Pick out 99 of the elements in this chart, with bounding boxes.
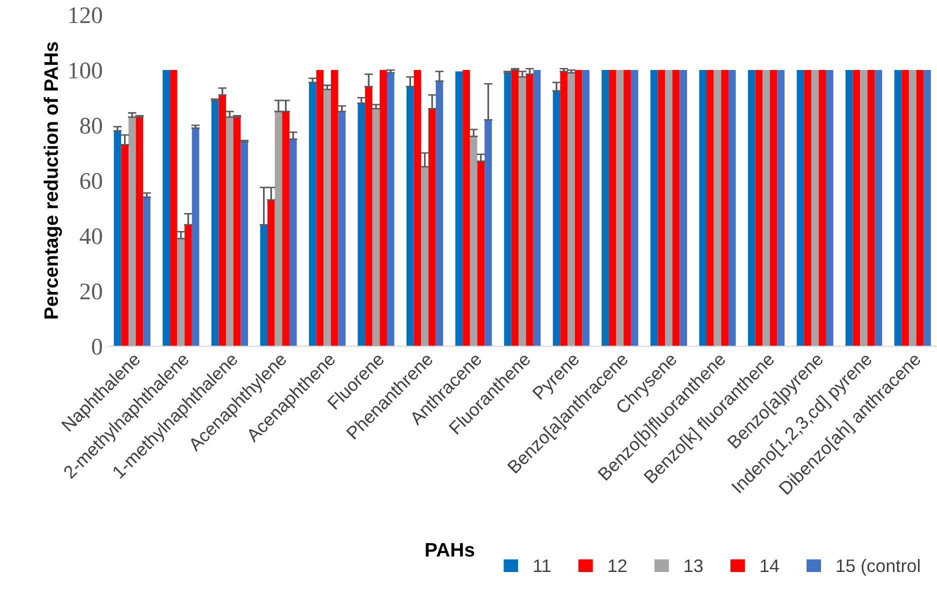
bar — [484, 120, 492, 346]
bar — [846, 70, 853, 346]
bar — [316, 70, 324, 346]
bar — [860, 70, 868, 346]
legend-label: 13 — [684, 559, 703, 572]
bar — [338, 111, 346, 346]
bar — [582, 70, 590, 346]
bar — [916, 70, 924, 346]
y-tick-label: 0 — [92, 338, 102, 355]
bar — [796, 70, 804, 346]
bar — [568, 72, 575, 346]
bar — [436, 81, 444, 346]
bar — [624, 70, 631, 346]
bar — [428, 108, 436, 346]
bar — [406, 86, 414, 346]
y-tick-label: 20 — [80, 284, 102, 300]
bar — [414, 70, 422, 346]
bar — [811, 70, 819, 346]
y-tick-label: 60 — [80, 173, 102, 189]
bar — [365, 86, 372, 346]
bar — [136, 117, 144, 346]
y-tick-label: 120 — [70, 7, 102, 24]
bar — [192, 128, 200, 346]
bar — [462, 70, 470, 346]
bar — [728, 70, 736, 346]
bar — [421, 166, 428, 346]
legend-label: 15 (control — [836, 558, 920, 576]
y-tick-label: 40 — [80, 228, 102, 244]
bar — [511, 70, 519, 346]
bar — [658, 70, 666, 346]
bar — [602, 70, 609, 346]
bar — [526, 74, 534, 346]
bar — [289, 139, 297, 346]
bar — [699, 70, 707, 346]
bar — [672, 70, 680, 346]
bar — [372, 108, 380, 346]
bar — [240, 142, 248, 346]
legend-label: 11 — [534, 560, 550, 572]
bar — [330, 70, 338, 346]
bar — [282, 111, 290, 346]
bar — [762, 70, 770, 346]
bar — [706, 70, 714, 346]
bar — [218, 94, 226, 346]
x-axis-title: PAHs — [426, 543, 474, 557]
bar — [308, 82, 316, 346]
bar — [818, 70, 826, 346]
legend-label: 14 — [760, 560, 779, 572]
bar — [226, 117, 234, 346]
bar — [533, 70, 541, 346]
bar — [804, 70, 812, 346]
bar — [608, 70, 616, 346]
bar — [680, 70, 688, 346]
bar — [721, 70, 728, 346]
bar — [128, 117, 136, 346]
bar — [477, 161, 485, 346]
bar — [470, 136, 478, 346]
bar — [114, 130, 122, 346]
bar — [770, 70, 778, 346]
bar — [826, 70, 834, 346]
bar — [268, 200, 275, 346]
bar — [616, 70, 624, 346]
bar — [143, 197, 150, 346]
legend-label: 12 — [608, 559, 626, 572]
bar — [574, 70, 582, 346]
bar — [902, 70, 909, 346]
bar — [924, 70, 931, 346]
y-axis-title: Percentage reduction of PAHs — [44, 42, 62, 318]
bar — [518, 76, 526, 346]
bar — [455, 71, 463, 346]
bar — [184, 224, 192, 346]
bar — [121, 144, 128, 346]
bar — [324, 89, 331, 346]
bar — [867, 70, 875, 346]
bar — [874, 70, 882, 346]
bar — [211, 100, 219, 346]
bar — [552, 90, 560, 346]
bar — [908, 70, 916, 346]
bar — [852, 70, 860, 346]
bar — [894, 70, 902, 346]
bar — [777, 70, 785, 346]
bar — [748, 70, 756, 346]
bar — [162, 70, 170, 346]
bar — [650, 70, 658, 346]
bar — [233, 117, 241, 346]
bar — [358, 103, 366, 346]
bar — [755, 70, 763, 346]
bar — [170, 70, 178, 346]
bar — [504, 72, 512, 346]
y-tick-label: 100 — [70, 62, 102, 78]
bar — [630, 70, 638, 346]
bar — [714, 70, 722, 346]
y-tick-label: 80 — [80, 118, 102, 134]
bar — [387, 72, 394, 346]
bar — [380, 70, 388, 346]
bar — [274, 111, 282, 346]
bar — [177, 238, 185, 346]
bar — [665, 70, 672, 346]
bar — [260, 224, 268, 346]
bar — [560, 71, 568, 346]
